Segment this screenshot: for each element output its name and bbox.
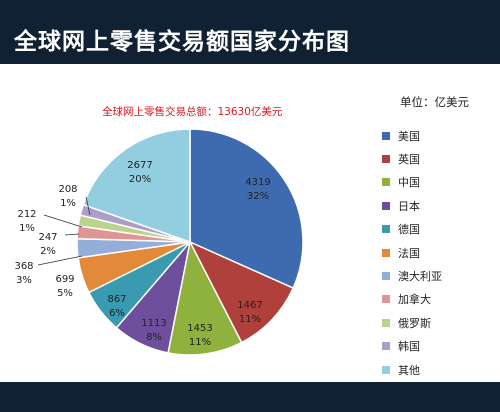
legend-item: 美国 xyxy=(382,124,492,147)
slice-percent-label: 6% xyxy=(109,308,125,319)
pie-chart: 4319 32% 1467 11% 1453 11% 1113 8% 867 6% 699 5% 368… xyxy=(14,128,304,356)
legend-swatch xyxy=(382,201,390,210)
legend-label: 俄罗斯 xyxy=(398,316,431,330)
legend-label: 法国 xyxy=(398,246,420,260)
legend-swatch xyxy=(382,178,390,187)
legend-label: 其他 xyxy=(398,363,420,377)
chart-area: 全球网上零售交易总额：13630亿美元 单位：亿美元 4319 32% 1467 11… xyxy=(0,72,500,382)
header-bar: 全球网上零售交易额国家分布图 xyxy=(0,0,500,68)
legend-label: 韩国 xyxy=(398,340,420,354)
legend-label: 英国 xyxy=(398,153,420,167)
legend-label: 德国 xyxy=(398,223,420,237)
leader-line-e99fa9e59bbd xyxy=(85,196,91,216)
slice-value-label: 208 xyxy=(58,184,77,195)
slice-value-label: 247 xyxy=(38,232,57,243)
slice-value-label: 1113 xyxy=(141,318,166,329)
slice-percent-label: 1% xyxy=(60,198,76,209)
legend-item: 韩国 xyxy=(382,335,492,358)
legend-item: 日本 xyxy=(382,194,492,217)
leader-line-e58aa0e68bbfe5a4a7 xyxy=(64,233,80,236)
slice-percent-label: 20% xyxy=(129,174,151,185)
legend-swatch xyxy=(382,365,390,374)
header-divider xyxy=(0,68,500,71)
slice-percent-label: 1% xyxy=(19,223,35,234)
pie-slice-e88bb1e59bbd xyxy=(188,240,295,344)
slice-value-label: 867 xyxy=(107,294,126,305)
unit-label: 单位：亿美元 xyxy=(400,95,469,109)
footer-bar xyxy=(0,382,500,412)
legend-label: 加拿大 xyxy=(398,293,431,307)
slice-percent-label: 3% xyxy=(16,275,32,286)
pie-slice-e7be8ee59bbd xyxy=(189,128,304,290)
legend-item: 德国 xyxy=(382,218,492,241)
legend-swatch xyxy=(382,318,390,327)
legend-label: 美国 xyxy=(398,129,420,143)
legend-item: 法国 xyxy=(382,241,492,264)
leader-line-e4bf84e7bd97e696af xyxy=(43,214,83,228)
legend-swatch xyxy=(382,225,390,234)
legend-item: 俄罗斯 xyxy=(382,311,492,334)
legend-swatch xyxy=(382,131,390,140)
slice-percent-label: 11% xyxy=(239,314,261,325)
slice-percent-label: 5% xyxy=(57,288,73,299)
pie-slice-e4b8ade59bbd xyxy=(167,239,243,356)
slice-value-label: 699 xyxy=(55,274,74,285)
slice-percent-label: 2% xyxy=(40,246,56,257)
legend-swatch xyxy=(382,248,390,257)
slice-value-label: 4319 xyxy=(245,177,270,188)
legend-label: 日本 xyxy=(398,199,420,213)
slice-percent-label: 32% xyxy=(247,191,269,202)
leader-line-e6beb3e5a4a7e588a9e4ba9a xyxy=(37,255,83,266)
legend-item: 英国 xyxy=(382,147,492,170)
slice-percent-label: 11% xyxy=(189,337,211,348)
slice-value-label: 1453 xyxy=(187,323,212,334)
legend-swatch xyxy=(382,342,390,351)
legend-swatch xyxy=(382,155,390,164)
slice-value-label: 1467 xyxy=(237,300,262,311)
chart-legend: 美国英国中国日本德国法国澳大利亚加拿大俄罗斯韩国其他 xyxy=(382,124,492,381)
slice-value-label: 2677 xyxy=(127,160,152,171)
slice-value-label: 368 xyxy=(14,261,33,272)
legend-label: 澳大利亚 xyxy=(398,270,442,284)
legend-swatch xyxy=(382,272,390,281)
pie-slice-e585b6e4bb96 xyxy=(82,128,191,244)
page-title: 全球网上零售交易额国家分布图 xyxy=(14,29,350,55)
legend-item: 中国 xyxy=(382,171,492,194)
chart-subtitle: 全球网上零售交易总额：13630亿美元 xyxy=(102,106,283,118)
slice-value-label: 212 xyxy=(17,209,36,220)
legend-item: 加拿大 xyxy=(382,288,492,311)
legend-item: 澳大利亚 xyxy=(382,264,492,287)
legend-swatch xyxy=(382,295,390,304)
slice-percent-label: 8% xyxy=(146,332,162,343)
legend-item: 其他 xyxy=(382,358,492,381)
legend-label: 中国 xyxy=(398,176,420,190)
